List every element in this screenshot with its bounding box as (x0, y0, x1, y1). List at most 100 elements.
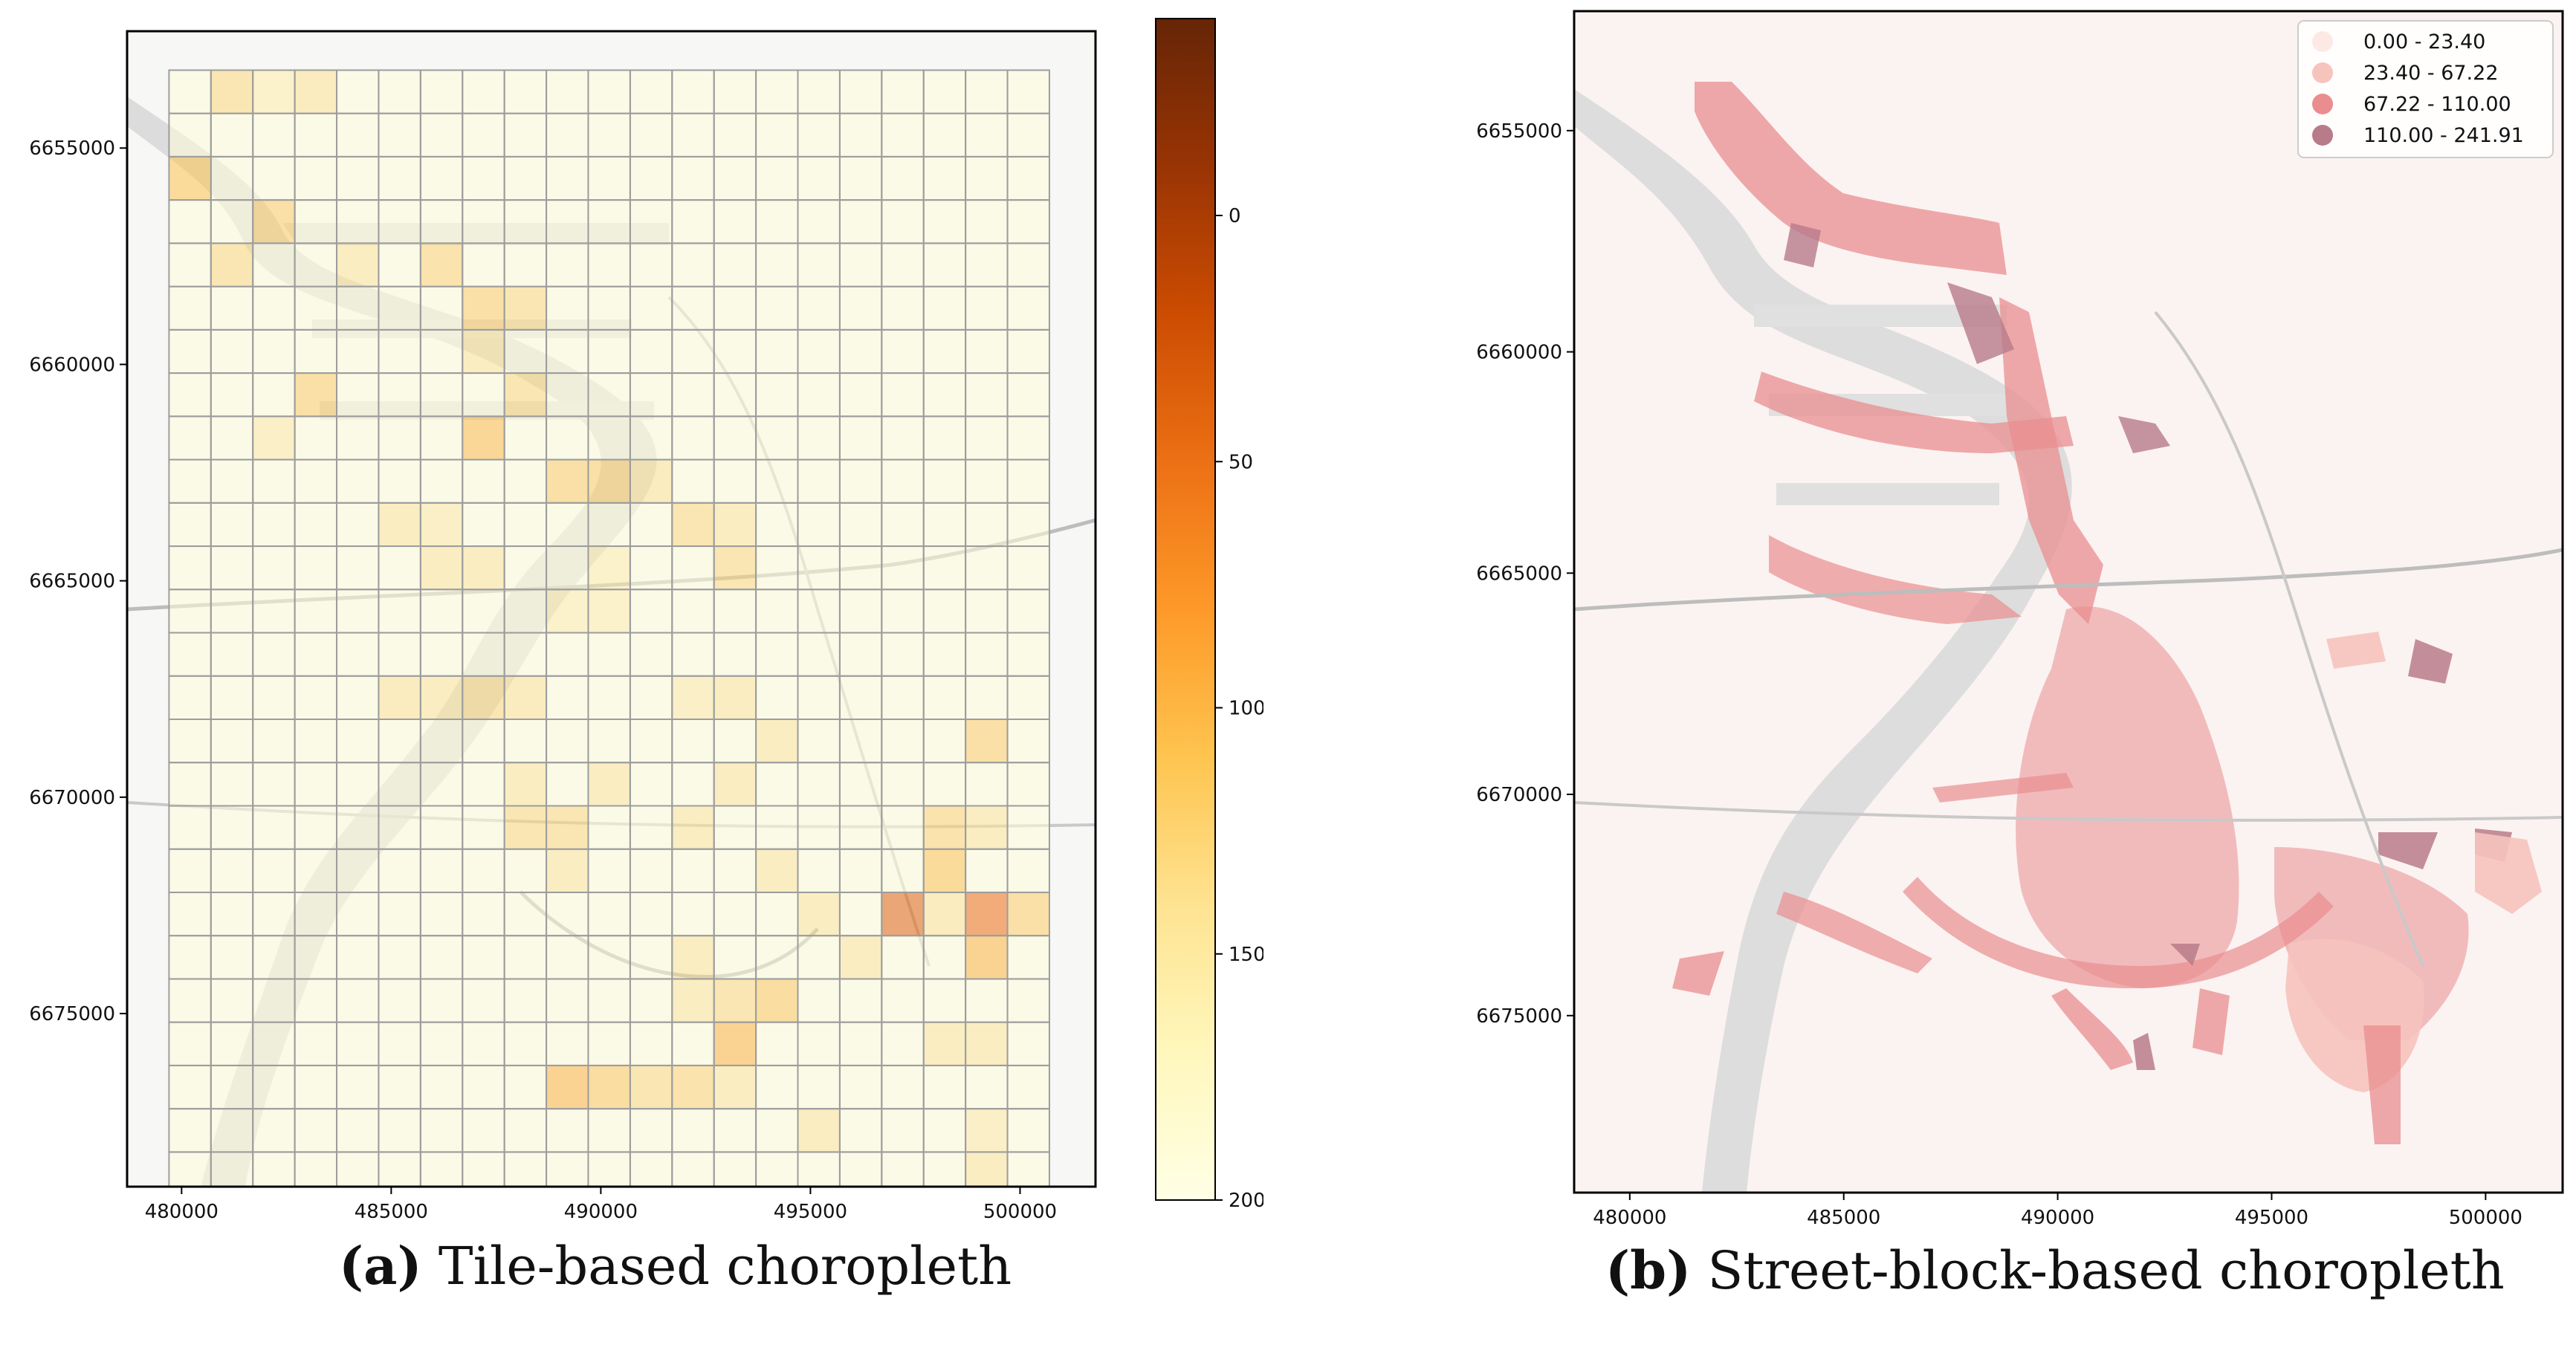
tile-cell (253, 286, 295, 330)
tile-cell (462, 805, 505, 849)
tile-cell (1007, 892, 1049, 936)
tile-cell (546, 329, 589, 374)
tile-cell (881, 416, 924, 460)
tile-cell (1007, 1065, 1049, 1109)
tile-cell (923, 675, 966, 720)
tile-cell (965, 675, 1008, 720)
tile-cell (923, 936, 966, 979)
tile-cell (797, 1152, 840, 1187)
tile-cell (462, 1152, 505, 1187)
tile-cell (294, 632, 337, 676)
tile-cell (588, 459, 630, 503)
tile-cell (378, 459, 421, 503)
tile-cell (337, 1109, 379, 1152)
x-tick-label: 500000 (983, 1201, 1057, 1223)
tile-cell (337, 200, 379, 244)
tile-cell (923, 286, 966, 330)
harbor-b (1754, 305, 2007, 505)
tile-cell (210, 373, 253, 417)
tile-cell (797, 936, 840, 979)
tile-cell (881, 632, 924, 676)
tile-cell (672, 546, 714, 590)
tile-cell (294, 70, 337, 114)
tile-cell (672, 502, 714, 547)
tile-cell (630, 849, 673, 892)
tile-cell (420, 329, 463, 374)
tile-cell (504, 546, 547, 590)
tile-cell (797, 200, 840, 244)
tile-cell (546, 719, 589, 763)
tile-cell (630, 1152, 673, 1187)
tile-cell (923, 502, 966, 547)
tile-cell (797, 632, 840, 676)
tile-cell (294, 1109, 337, 1152)
tile-cell (630, 286, 673, 330)
tile-cell (294, 373, 337, 417)
tile-cell (881, 719, 924, 763)
tile-cell (210, 979, 253, 1022)
tile-cell (965, 1065, 1008, 1109)
tile-cell (672, 632, 714, 676)
tile-cell (420, 632, 463, 676)
tile-cell (797, 1065, 840, 1109)
tile-cell (965, 286, 1008, 330)
tile-cell (546, 675, 589, 720)
tile-cell (756, 329, 798, 374)
tile-cell (1007, 156, 1049, 201)
river-b (1574, 89, 2072, 1193)
tile-cell (588, 892, 630, 936)
tile-cell (672, 416, 714, 460)
legend-swatch-2 (2312, 62, 2333, 83)
tile-cell (420, 70, 463, 114)
y-tick-label: 6675000 (29, 1003, 115, 1025)
tile-cell (420, 1022, 463, 1066)
tile-cell (294, 979, 337, 1022)
tile-cell (1007, 200, 1049, 244)
tile-cell (210, 502, 253, 547)
port-zone-dark (1784, 223, 2170, 453)
caption-b-tag: (b) (1605, 1239, 1692, 1301)
tile-cell (253, 979, 295, 1022)
y-tick-label: 6655000 (1476, 120, 1562, 143)
tile-cell (713, 546, 757, 590)
tile-cell (378, 762, 421, 806)
tile-cell (713, 502, 757, 547)
tile-cell (713, 805, 757, 849)
tile-cell (588, 762, 630, 806)
tile-cell (420, 849, 463, 892)
tile-cell (337, 719, 379, 763)
y-tick-label: 6660000 (1476, 342, 1562, 364)
tile-cell (1007, 70, 1049, 114)
tile-cell (713, 373, 757, 417)
tile-cell (504, 373, 547, 417)
tile-cell (756, 1152, 798, 1187)
tile-cell (504, 156, 547, 201)
tile-cell (713, 849, 757, 892)
tile-cell (294, 675, 337, 720)
tile-cell (337, 329, 379, 374)
port-zone-east (1999, 297, 2103, 624)
tile-cell (378, 719, 421, 763)
tile-cell (378, 675, 421, 720)
tile-cell (881, 373, 924, 417)
tile-cell (965, 70, 1008, 114)
tile-cell (337, 113, 379, 157)
tile-cell (588, 979, 630, 1022)
road-b2 (1574, 801, 2563, 822)
tile-cell (756, 1109, 798, 1152)
tile-cell (462, 502, 505, 547)
tile-cell (210, 1152, 253, 1187)
tile-cell (169, 589, 211, 633)
tile-cell (337, 373, 379, 417)
x-tick-label: 495000 (774, 1201, 847, 1223)
y-tick-label: 6675000 (1476, 1005, 1562, 1028)
tile-cell (797, 1022, 840, 1066)
tile-cell (378, 1065, 421, 1109)
tile-cell (965, 373, 1008, 417)
tile-grid (168, 69, 1050, 1187)
tile-cell (881, 156, 924, 201)
tile-cell (839, 1109, 882, 1152)
tile-cell (713, 719, 757, 763)
tile-cell (713, 589, 757, 633)
tile-cell (588, 1109, 630, 1152)
